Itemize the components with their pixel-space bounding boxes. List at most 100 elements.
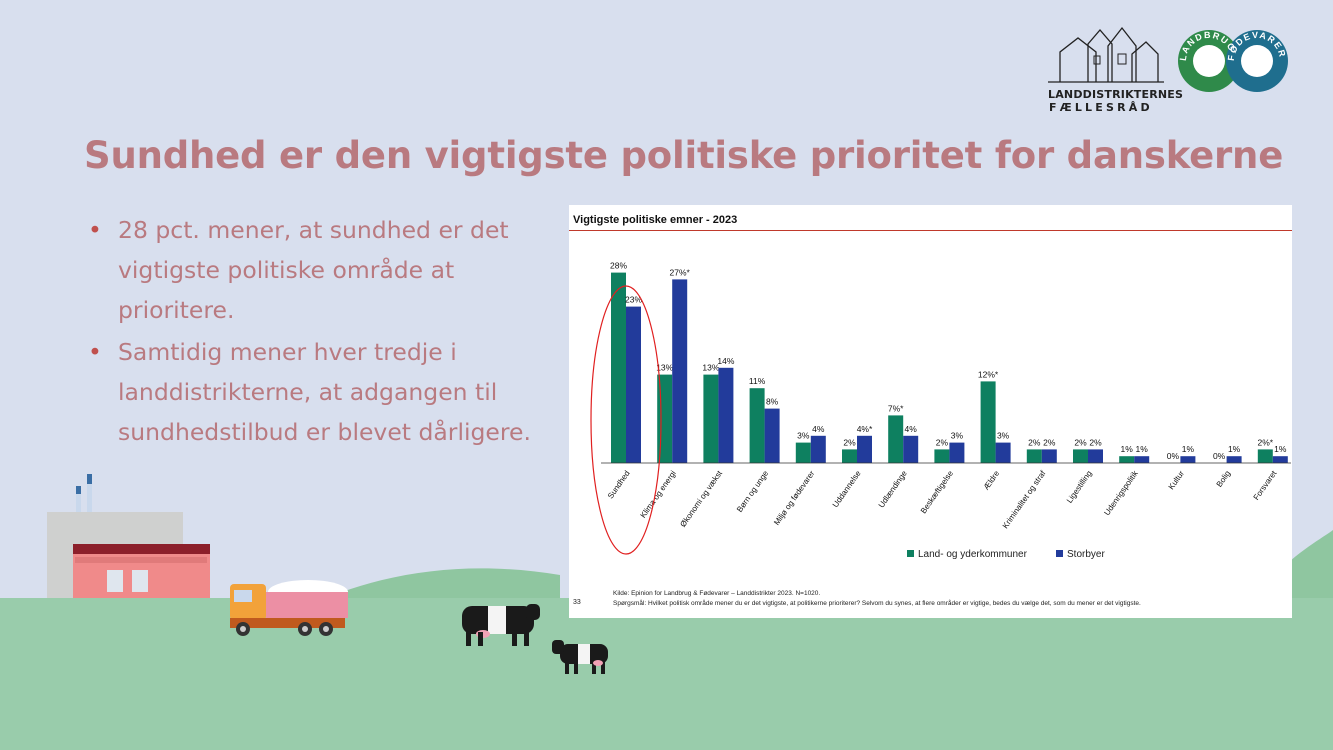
data-label: 2%: [936, 437, 949, 447]
x-tick-label: Uddannelse: [831, 469, 863, 510]
bar: [1272, 456, 1288, 463]
legend-label: Land- og yderkommuner: [918, 549, 1027, 560]
bar: [657, 374, 673, 463]
bar: [672, 279, 688, 463]
data-label: 1%: [1121, 444, 1134, 454]
legend-swatch: [907, 550, 914, 557]
data-label: 11%: [749, 376, 766, 386]
data-label: 1%: [1182, 444, 1195, 454]
data-label: 2%: [1089, 437, 1102, 447]
bar: [857, 435, 872, 463]
data-label: 4%*: [857, 424, 873, 434]
bar: [842, 449, 857, 463]
logo-text-line2: FÆLLESRÅD: [1049, 101, 1153, 114]
ground: [0, 598, 1333, 750]
bullet-item: 28 pct. mener, at sundhed er det vigtigs…: [88, 210, 558, 330]
x-tick-label: Kriminalitet og straf: [1001, 468, 1048, 530]
bar: [1026, 449, 1042, 463]
chart-title-divider: [569, 230, 1292, 231]
logo-text-line1: LANDDISTRIKTERNES: [1048, 88, 1184, 101]
legend-label: Storbyer: [1067, 549, 1105, 560]
data-label: 3%: [951, 431, 964, 441]
data-label: 4%: [812, 424, 825, 434]
data-label: 2%*: [1258, 437, 1274, 447]
bar: [718, 367, 734, 463]
legend-item: Storbyer: [1056, 549, 1105, 560]
data-label: 1%: [1228, 444, 1241, 454]
highlight-ellipse: [590, 285, 662, 555]
x-tick-label: Udlændinge: [877, 469, 909, 510]
bar: [949, 442, 965, 463]
bar: [1180, 456, 1196, 463]
bar: [611, 272, 626, 463]
x-tick-label: Kultur: [1167, 469, 1187, 492]
bar: [980, 381, 996, 463]
data-label: 2%: [843, 437, 856, 447]
landdistrikternes-logo: LANDDISTRIKTERNES FÆLLESRÅD: [1048, 24, 1183, 114]
bar: [1226, 456, 1242, 463]
data-label: 2%: [1043, 437, 1056, 447]
data-label: 1%: [1136, 444, 1149, 454]
bar: [764, 408, 780, 463]
x-tick-label: Økonomi og vækst: [678, 468, 724, 528]
bar: [1073, 449, 1088, 463]
bar: [626, 306, 641, 463]
data-label: 1%: [1274, 444, 1287, 454]
x-tick-label: Børn og unge: [735, 469, 770, 514]
x-tick-label: Sundhed: [606, 469, 632, 500]
data-label: 28%: [610, 261, 627, 271]
factory-illustration: [47, 474, 210, 598]
data-label: 7%*: [888, 403, 904, 413]
bar: [903, 435, 919, 463]
data-label: 27%*: [670, 267, 691, 277]
data-label: 3%: [797, 431, 810, 441]
legend-item: Land- og yderkommuner: [907, 549, 1027, 560]
slide-title: Sundhed er den vigtigste politiske prior…: [84, 134, 1284, 177]
legend-swatch: [1056, 550, 1063, 557]
x-tick-label: Beskæftigelse: [919, 469, 956, 516]
bar: [810, 435, 826, 463]
truck-illustration: [230, 580, 348, 636]
chart-source: Kilde: Epinion for Landbrug & Fødevarer …: [613, 590, 821, 597]
village-icon: [1048, 26, 1164, 83]
bar: [1088, 449, 1103, 463]
bar: [749, 388, 765, 463]
data-label: 13%: [656, 363, 673, 373]
bar: [995, 442, 1011, 463]
data-label: 13%: [702, 363, 719, 373]
bar: [1041, 449, 1057, 463]
bar: [1134, 456, 1150, 463]
x-tick-label: Ældre: [982, 469, 1002, 492]
bar: [934, 449, 950, 463]
bar: [1257, 449, 1273, 463]
data-label: 23%: [625, 295, 642, 305]
chart-title: Vigtigste politiske emner - 2023: [573, 214, 738, 226]
x-tick-label: Udenrigspolitik: [1102, 468, 1140, 517]
x-tick-label: Forsvaret: [1252, 468, 1279, 501]
chart-question: Spørgsmål: Hvilket politisk område mener…: [613, 600, 1141, 607]
data-label: 2%: [1074, 437, 1087, 447]
data-label: 0%: [1213, 451, 1226, 461]
bullet-list: 28 pct. mener, at sundhed er det vigtigs…: [88, 210, 558, 454]
data-label: 8%: [766, 397, 779, 407]
bullet-item: Samtidig mener hver tredje i landdistrik…: [88, 332, 558, 452]
bar: [888, 415, 904, 463]
bar: [795, 442, 811, 463]
landbrug-foedevarer-logo: LANDBRUG FØDEVARER: [1178, 30, 1288, 92]
chart-panel: Vigtigste politiske emner - 2023 28% 23% S…: [569, 205, 1292, 618]
data-label: 12%*: [978, 369, 999, 379]
bar: [703, 374, 719, 463]
data-label: 3%: [997, 431, 1010, 441]
bar: [1119, 456, 1135, 463]
data-label: 14%: [717, 356, 734, 366]
data-label: 2%: [1028, 437, 1041, 447]
page-number: 33: [573, 599, 581, 606]
data-label: 0%: [1167, 451, 1180, 461]
cow-illustration: [552, 640, 608, 674]
x-tick-label: Ligestilling: [1065, 469, 1094, 505]
data-label: 4%: [905, 424, 918, 434]
x-tick-label: Miljø og fødevarer: [772, 469, 817, 527]
x-tick-label: Bolig: [1215, 469, 1233, 489]
